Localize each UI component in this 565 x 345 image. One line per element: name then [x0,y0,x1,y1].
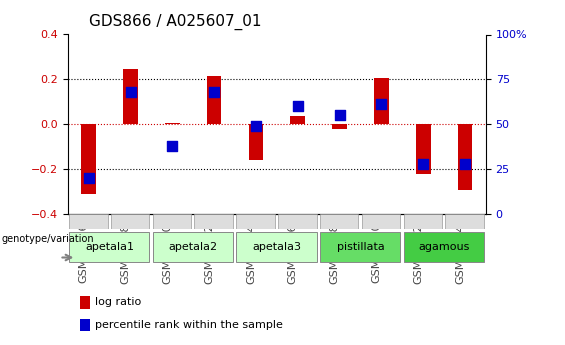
Text: apetala1: apetala1 [85,242,134,252]
Bar [165,123,180,124]
Point [460,161,470,166]
Bar [416,124,431,174]
Point [419,161,428,166]
Bar [290,116,305,124]
Text: GDS866 / A025607_01: GDS866 / A025607_01 [89,14,261,30]
Text: percentile rank within the sample: percentile rank within the sample [95,320,283,330]
Bar [445,214,484,229]
Bar [374,78,389,124]
Bar [123,69,138,124]
Bar [332,124,347,129]
Bar [320,214,358,229]
Point [251,123,260,129]
Bar [249,124,263,160]
Bar [111,214,149,229]
Bar [207,76,221,124]
Bar [153,232,233,262]
Bar [236,214,275,229]
Point [84,175,93,181]
Text: log ratio: log ratio [95,297,141,307]
Text: agamous: agamous [419,242,470,252]
Point [126,89,135,95]
Text: pistillata: pistillata [337,242,384,252]
Point [335,112,344,118]
Bar [278,214,316,229]
Bar [80,296,89,309]
Point [293,104,302,109]
Bar [403,232,484,262]
Bar [80,318,89,331]
Point [168,143,177,148]
Text: apetala2: apetala2 [169,242,218,252]
Bar [403,214,442,229]
Point [377,102,386,107]
Bar [81,124,96,194]
Bar [69,214,107,229]
Bar [320,232,400,262]
Text: genotype/variation: genotype/variation [2,234,94,244]
Text: apetala3: apetala3 [253,242,301,252]
Bar [362,214,400,229]
Bar [458,124,472,190]
Bar [194,214,233,229]
Bar [69,232,149,262]
Bar [153,214,191,229]
Point [210,89,219,95]
Bar [236,232,316,262]
